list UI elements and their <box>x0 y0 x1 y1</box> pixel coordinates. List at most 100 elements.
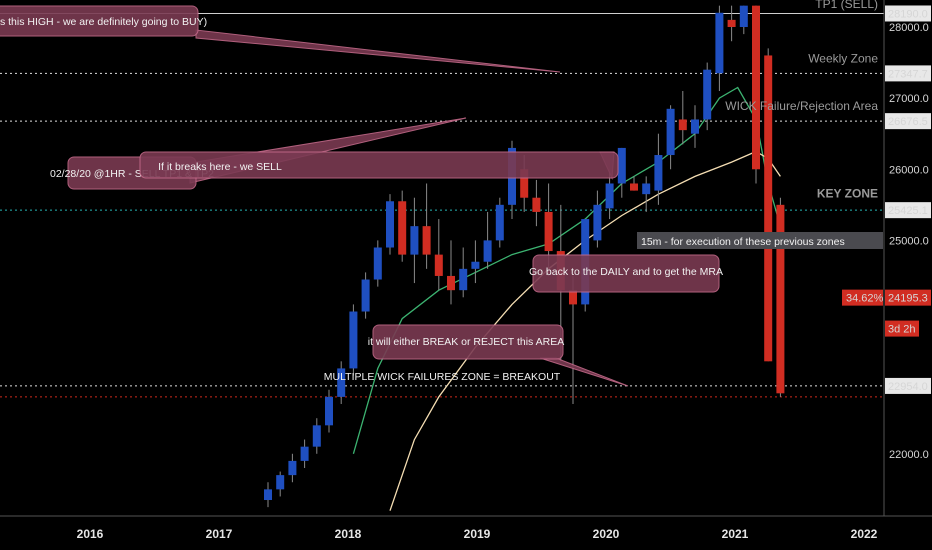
annotation-callout: 15m - for execution of these previous zo… <box>637 232 883 249</box>
price-tick-label: 28000.0 <box>889 22 929 34</box>
candle-body <box>605 183 614 209</box>
candle-up[interactable] <box>386 194 394 255</box>
candle-body <box>642 183 651 195</box>
price-tag: 26676.5 <box>885 113 931 130</box>
price-tag-box <box>885 377 931 394</box>
candle-body <box>459 268 468 291</box>
candle-down[interactable] <box>447 240 455 305</box>
candle-up[interactable] <box>288 453 297 483</box>
candle-body <box>520 169 529 198</box>
candle-down[interactable] <box>434 219 443 291</box>
candle-up[interactable] <box>337 361 346 404</box>
candle-body <box>325 396 333 426</box>
annotation-callout: aks this HIGH - we are definitely going … <box>0 5 561 73</box>
price-tag-label: 26676.5 <box>888 116 928 128</box>
zone-labels: TP1 (SELL) Weekly Zone WICK Failure/Reject… <box>725 0 878 201</box>
zone-label: WICK Failure/Rejection Area <box>725 99 878 113</box>
annotation-callout: Go back to the DAILY and to get the MRA <box>529 254 723 293</box>
candle-body <box>337 368 346 397</box>
candle-up[interactable] <box>642 176 651 212</box>
zone-label: TP1 (SELL) <box>815 0 878 11</box>
candle-body <box>544 211 553 252</box>
candle-body <box>666 108 675 156</box>
candle-body <box>349 311 358 369</box>
price-tag-current: 3d 2h <box>885 320 919 337</box>
candle-body <box>300 446 309 461</box>
annotation-text: it will either BREAK or REJECT this AREA <box>368 336 564 348</box>
candle-body <box>483 240 492 262</box>
candle-up[interactable] <box>495 197 504 248</box>
candle-body <box>764 55 773 362</box>
candle-body <box>361 279 370 312</box>
candle-up[interactable] <box>593 190 602 248</box>
candle-up[interactable] <box>654 133 663 205</box>
candle-down[interactable] <box>727 5 736 42</box>
candle-up[interactable] <box>471 240 480 284</box>
annotation-text: Go back to the DAILY and to get the MRA <box>529 266 723 278</box>
candle-down[interactable] <box>630 176 638 191</box>
price-tick-label: 22000.0 <box>889 449 929 461</box>
candle-body <box>678 119 687 131</box>
candle-body <box>434 254 443 276</box>
candle-up[interactable] <box>617 147 626 198</box>
candle-up[interactable] <box>691 105 699 148</box>
candle-up[interactable] <box>312 418 321 454</box>
price-axis: 28000.0 27000.0 26000.0 25000.0 22000.0 28190… <box>842 0 932 516</box>
time-tick-label: 2019 <box>464 527 491 541</box>
candle-down[interactable] <box>398 190 407 262</box>
candle-down[interactable] <box>764 48 773 362</box>
candle-body <box>447 275 455 291</box>
annotation-text: 15m - for execution of these previous zo… <box>641 236 845 248</box>
candle-up[interactable] <box>410 197 419 284</box>
price-tag-box <box>885 5 931 22</box>
price-tag-box <box>885 113 931 130</box>
price-tag: 25425.1 <box>885 202 931 219</box>
time-tick-label: 2018 <box>335 527 362 541</box>
price-change-text: 34.62% <box>846 293 884 305</box>
candle-down[interactable] <box>532 179 541 227</box>
candle-body <box>776 204 785 394</box>
candle-body <box>288 460 297 476</box>
annotation-text: If it breaks here - we SELL <box>158 161 282 173</box>
candle-body <box>715 12 724 74</box>
price-axis-background <box>884 0 932 516</box>
candle-up[interactable] <box>666 105 675 170</box>
candle-body <box>276 475 285 490</box>
price-tag-box <box>885 202 931 219</box>
annotation-callout: it will either BREAK or REJECT this AREA <box>368 324 629 387</box>
candle-up[interactable] <box>373 240 382 287</box>
price-tag: 27347.7 <box>885 65 931 82</box>
candle-up[interactable] <box>349 304 358 376</box>
candle-down[interactable] <box>422 183 431 269</box>
price-tag: 28190.0 <box>885 5 931 22</box>
candle-body <box>593 204 602 241</box>
price-change-box <box>842 289 883 306</box>
candle-up[interactable] <box>361 272 370 319</box>
candle-body <box>703 69 712 120</box>
candle-down[interactable] <box>776 197 785 397</box>
candle-up[interactable] <box>703 62 712 131</box>
callout-box <box>532 254 720 293</box>
price-tick-label: 27000.0 <box>889 93 929 105</box>
price-tag-label: 25425.1 <box>888 205 928 217</box>
time-tick-label: 2017 <box>206 527 233 541</box>
annotation-callout: If it breaks here - we SELL <box>139 151 619 180</box>
candle-up[interactable] <box>459 247 468 298</box>
candle-up[interactable] <box>325 389 333 433</box>
candle-up[interactable] <box>715 5 724 92</box>
candle-down[interactable] <box>678 91 687 145</box>
candle-up[interactable] <box>739 5 748 35</box>
candle-down[interactable] <box>752 5 760 184</box>
candle-up[interactable] <box>276 471 285 497</box>
price-tag-label: 24195.3 <box>888 293 928 305</box>
candle-up[interactable] <box>300 439 309 469</box>
candle-down[interactable] <box>569 275 577 404</box>
zone-label: KEY ZONE <box>817 187 878 201</box>
annotations: aks this HIGH - we are definitely going … <box>0 5 883 387</box>
time-tick-label: 2020 <box>593 527 620 541</box>
candle-up[interactable] <box>483 211 492 269</box>
candle-up[interactable] <box>264 482 272 508</box>
callout-box <box>372 324 564 360</box>
price-tag-label: 22954.0 <box>888 381 928 393</box>
